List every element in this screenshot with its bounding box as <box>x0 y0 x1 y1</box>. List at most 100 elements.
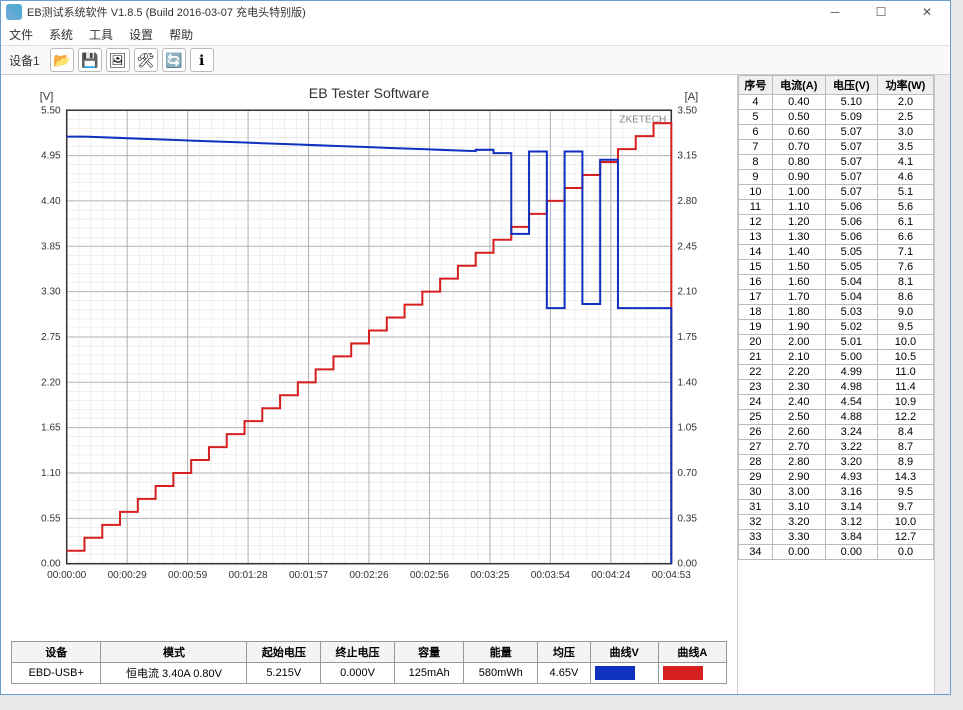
table-row[interactable]: 181.805.039.0 <box>739 305 934 320</box>
bottom-cell: 5.215V <box>247 663 321 684</box>
table-cell: 5.07 <box>825 155 877 170</box>
bottom-table: 设备模式起始电压终止电压容量能量均压曲线V曲线A EBD-USB+恒电流 3.4… <box>11 641 727 689</box>
table-row[interactable]: 191.905.029.5 <box>739 320 934 335</box>
table-row[interactable]: 202.005.0110.0 <box>739 335 934 350</box>
table-row[interactable]: 333.303.8412.7 <box>739 530 934 545</box>
table-cell: 21 <box>739 350 773 365</box>
table-row[interactable]: 292.904.9314.3 <box>739 470 934 485</box>
table-cell: 0.80 <box>772 155 825 170</box>
table-cell: 2.20 <box>772 365 825 380</box>
table-cell: 5.06 <box>825 200 877 215</box>
table-cell: 29 <box>739 470 773 485</box>
minimize-button[interactable]: ─ <box>812 1 858 23</box>
side-header: 电流(A) <box>772 76 825 95</box>
maximize-button[interactable]: ☐ <box>858 1 904 23</box>
table-cell: 33 <box>739 530 773 545</box>
table-row[interactable]: 252.504.8812.2 <box>739 410 934 425</box>
svg-text:00:04:53: 00:04:53 <box>652 570 692 581</box>
table-cell: 12.7 <box>877 530 933 545</box>
bottom-cell: 125mAh <box>394 663 464 684</box>
table-cell: 5.00 <box>825 350 877 365</box>
svg-text:2.75: 2.75 <box>41 332 61 343</box>
menu-help[interactable]: 帮助 <box>169 26 193 43</box>
svg-text:0.00: 0.00 <box>41 559 61 570</box>
table-cell: 3.00 <box>772 485 825 500</box>
chart-svg: 0.000.551.101.652.202.753.303.854.404.95… <box>11 80 727 604</box>
settings-icon[interactable]: 🛠 <box>134 48 158 72</box>
table-cell: 8.9 <box>877 455 933 470</box>
svg-text:EB Tester Software: EB Tester Software <box>309 85 430 101</box>
refresh-icon[interactable]: 🔄 <box>162 48 186 72</box>
table-cell: 0.40 <box>772 95 825 110</box>
table-row[interactable]: 222.204.9911.0 <box>739 365 934 380</box>
svg-text:1.65: 1.65 <box>41 423 61 434</box>
table-row[interactable]: 101.005.075.1 <box>739 185 934 200</box>
svg-text:1.05: 1.05 <box>677 423 697 434</box>
device-label: 设备1 <box>9 52 40 69</box>
bottom-header: 曲线A <box>658 642 726 663</box>
menu-system[interactable]: 系统 <box>49 26 73 43</box>
svg-text:5.50: 5.50 <box>41 105 61 116</box>
table-cell: 1.20 <box>772 215 825 230</box>
table-row[interactable]: 40.405.102.0 <box>739 95 934 110</box>
table-row[interactable]: 272.703.228.7 <box>739 440 934 455</box>
table-cell: 3.12 <box>825 515 877 530</box>
table-cell: 10.5 <box>877 350 933 365</box>
table-row[interactable]: 80.805.074.1 <box>739 155 934 170</box>
menubar: 文件 系统 工具 设置 帮助 <box>1 23 950 45</box>
open-icon[interactable]: 📂 <box>50 48 74 72</box>
table-row[interactable]: 131.305.066.6 <box>739 230 934 245</box>
table-row[interactable]: 323.203.1210.0 <box>739 515 934 530</box>
table-cell: 5.07 <box>825 140 877 155</box>
table-row[interactable]: 232.304.9811.4 <box>739 380 934 395</box>
table-cell: 8 <box>739 155 773 170</box>
table-row[interactable]: 151.505.057.6 <box>739 260 934 275</box>
table-row[interactable]: 212.105.0010.5 <box>739 350 934 365</box>
bottom-cell: 4.65V <box>538 663 591 684</box>
data-table[interactable]: 序号电流(A)电压(V)功率(W) 40.405.102.050.505.092… <box>738 75 934 694</box>
table-cell: 3.0 <box>877 125 933 140</box>
table-row[interactable]: 171.705.048.6 <box>739 290 934 305</box>
image-icon[interactable]: 🖼 <box>106 48 130 72</box>
svg-text:0.70: 0.70 <box>677 468 697 479</box>
table-row[interactable]: 90.905.074.6 <box>739 170 934 185</box>
table-cell: 2.60 <box>772 425 825 440</box>
scrollbar[interactable] <box>934 75 950 694</box>
bottom-header: 均压 <box>538 642 591 663</box>
table-cell: 4.98 <box>825 380 877 395</box>
close-button[interactable]: ✕ <box>904 1 950 23</box>
table-row[interactable]: 313.103.149.7 <box>739 500 934 515</box>
table-cell: 3.10 <box>772 500 825 515</box>
table-row[interactable]: 141.405.057.1 <box>739 245 934 260</box>
table-row[interactable]: 60.605.073.0 <box>739 125 934 140</box>
table-row[interactable]: 111.105.065.6 <box>739 200 934 215</box>
table-row[interactable]: 50.505.092.5 <box>739 110 934 125</box>
menu-tools[interactable]: 工具 <box>89 26 113 43</box>
table-cell: 17 <box>739 290 773 305</box>
bottom-header: 容量 <box>394 642 464 663</box>
menu-file[interactable]: 文件 <box>9 26 33 43</box>
svg-text:2.80: 2.80 <box>677 196 697 207</box>
table-row[interactable]: 70.705.073.5 <box>739 140 934 155</box>
table-row[interactable]: 282.803.208.9 <box>739 455 934 470</box>
help-icon[interactable]: ℹ <box>190 48 214 72</box>
table-cell: 23 <box>739 380 773 395</box>
table-row[interactable]: 161.605.048.1 <box>739 275 934 290</box>
table-cell: 20 <box>739 335 773 350</box>
table-cell: 6.6 <box>877 230 933 245</box>
table-cell: 0.50 <box>772 110 825 125</box>
save-icon[interactable]: 💾 <box>78 48 102 72</box>
table-cell: 9 <box>739 170 773 185</box>
side-pane: 序号电流(A)电压(V)功率(W) 40.405.102.050.505.092… <box>737 75 950 694</box>
table-cell: 5.06 <box>825 230 877 245</box>
table-row[interactable]: 303.003.169.5 <box>739 485 934 500</box>
table-cell: 0.00 <box>772 545 825 560</box>
table-cell: 25 <box>739 410 773 425</box>
table-cell: 30 <box>739 485 773 500</box>
table-row[interactable]: 262.603.248.4 <box>739 425 934 440</box>
table-row[interactable]: 121.205.066.1 <box>739 215 934 230</box>
menu-settings[interactable]: 设置 <box>129 26 153 43</box>
table-row[interactable]: 340.000.000.0 <box>739 545 934 560</box>
bottom-cell: EBD-USB+ <box>12 663 101 684</box>
table-row[interactable]: 242.404.5410.9 <box>739 395 934 410</box>
